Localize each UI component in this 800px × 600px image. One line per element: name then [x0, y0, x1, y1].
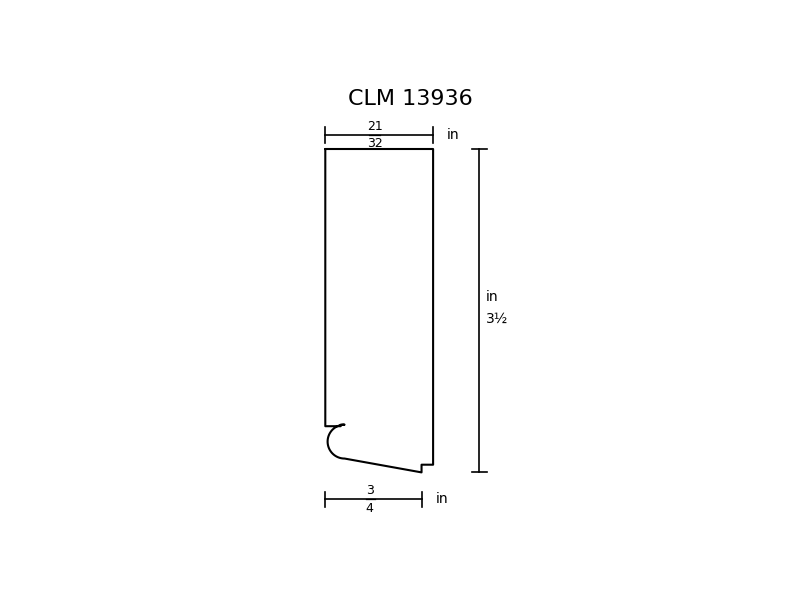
Text: 21: 21 [366, 120, 382, 133]
Text: in: in [435, 493, 448, 506]
Text: 4: 4 [366, 502, 374, 515]
Text: 32: 32 [366, 137, 382, 151]
Text: CLM 13936: CLM 13936 [348, 89, 472, 109]
Text: in: in [447, 128, 459, 142]
Text: 3½: 3½ [486, 311, 508, 325]
Text: 3: 3 [366, 484, 374, 497]
Text: in: in [486, 290, 498, 304]
